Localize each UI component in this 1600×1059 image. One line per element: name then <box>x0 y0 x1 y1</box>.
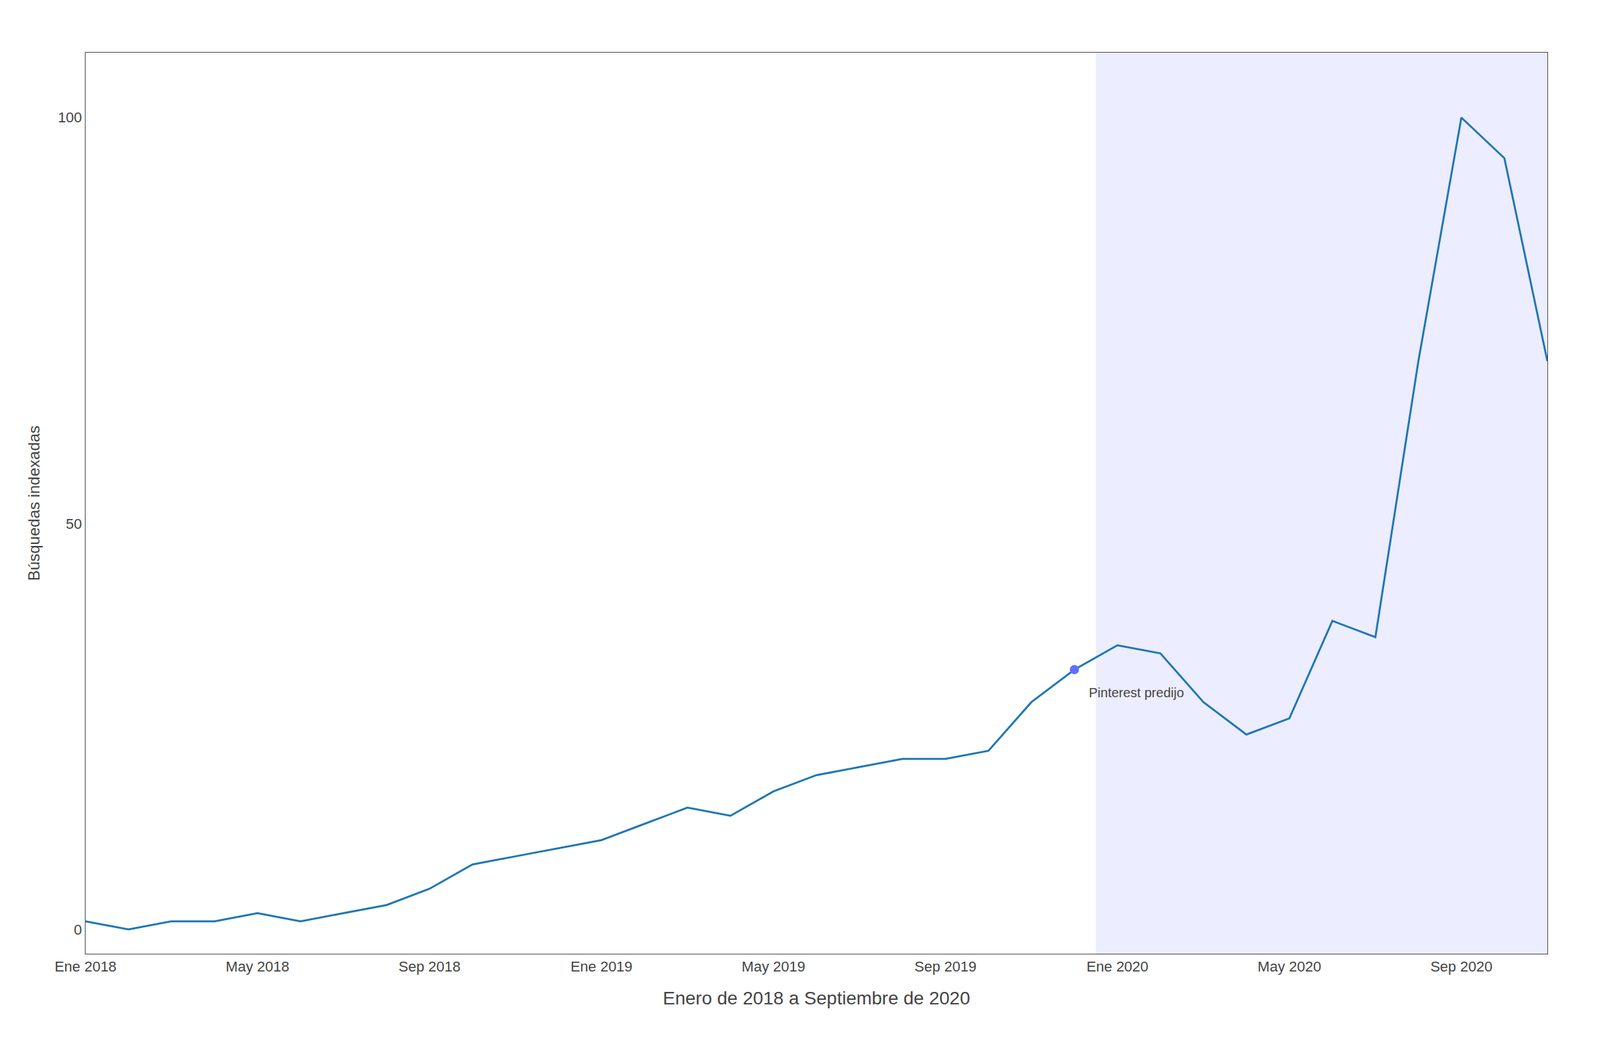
svg-text:Enero de 2018 a Septiembre de: Enero de 2018 a Septiembre de 2020 <box>662 988 970 1009</box>
svg-text:Ene 2018: Ene 2018 <box>54 958 117 975</box>
svg-text:Ene 2020: Ene 2020 <box>1086 958 1149 975</box>
svg-text:May 2018: May 2018 <box>225 958 290 975</box>
svg-text:100: 100 <box>57 109 83 126</box>
svg-text:Ene 2019: Ene 2019 <box>570 958 633 975</box>
svg-text:May 2019: May 2019 <box>741 958 806 975</box>
svg-text:0: 0 <box>73 921 82 939</box>
svg-text:50: 50 <box>65 515 82 533</box>
svg-text:May 2020: May 2020 <box>1257 958 1322 975</box>
svg-text:Sep 2020: Sep 2020 <box>1430 958 1493 975</box>
svg-text:Pinterest predijo: Pinterest predijo <box>1088 685 1185 700</box>
svg-text:Sep 2019: Sep 2019 <box>914 958 977 975</box>
svg-text:Sep 2018: Sep 2018 <box>398 958 461 975</box>
svg-text:Búsquedas indexadas: Búsquedas indexadas <box>25 425 43 581</box>
